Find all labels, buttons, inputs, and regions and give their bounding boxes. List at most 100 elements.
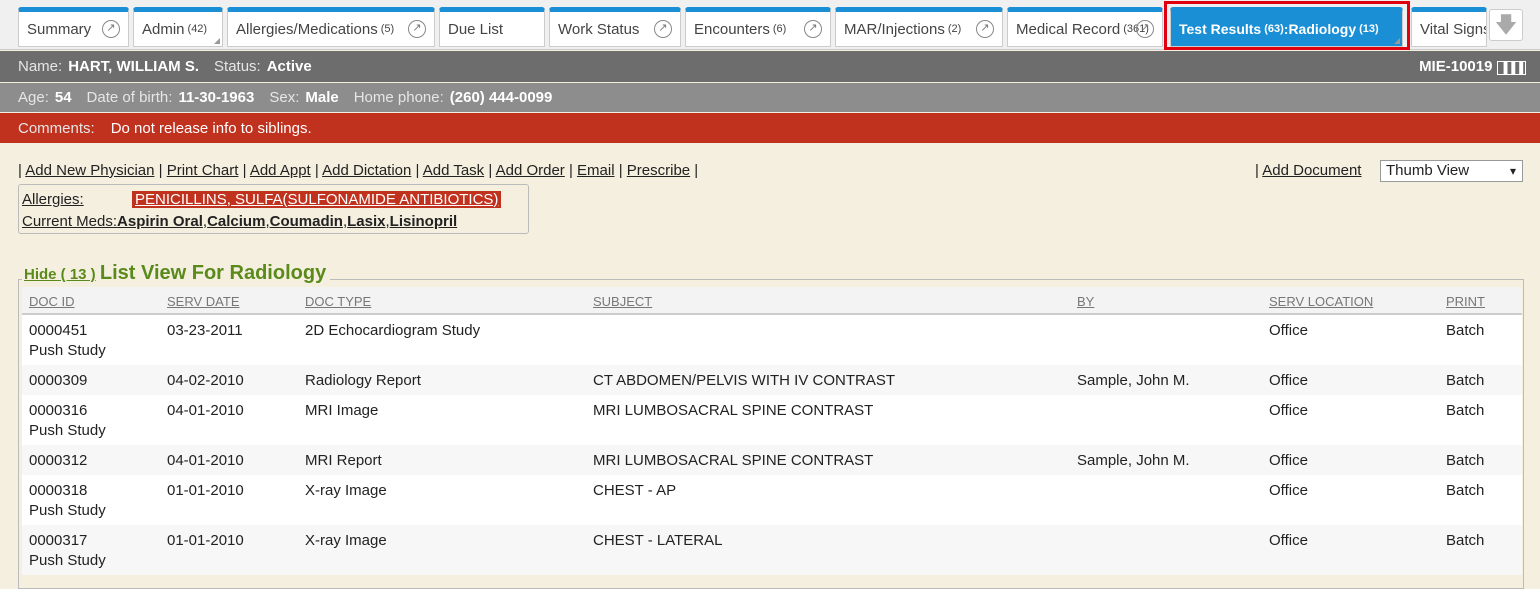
action-link[interactable]: Prescribe	[626, 162, 691, 179]
open-icon: ↗	[804, 20, 822, 38]
tab[interactable]: Due List	[439, 7, 545, 47]
cell-note: Push Study	[29, 422, 106, 439]
cell-note: Push Study	[29, 552, 106, 569]
allergies-value[interactable]: PENICILLINS, SULFA(SULFONAMIDE ANTIBIOTI…	[132, 190, 502, 208]
value: 54	[54, 89, 72, 106]
column-header[interactable]: SERV LOCATION	[1269, 294, 1374, 309]
table-row[interactable]: 0000309 04-02-2010 Radiology Report CT ABDO…	[22, 365, 1522, 395]
med-link[interactable]: Coumadin	[269, 212, 343, 230]
open-icon: ↗	[102, 20, 120, 38]
cell: 04-01-2010	[167, 452, 244, 469]
tab[interactable]: Work Status ↗	[549, 7, 681, 47]
table-row[interactable]: 0000318 01-01-2010 X-ray Image CHEST - AP Of…	[22, 475, 1522, 525]
action-link[interactable]: Add Appt	[249, 162, 311, 179]
tab[interactable]: Allergies/Medications (5) ↗	[227, 7, 435, 47]
cell: MRI Image	[305, 402, 379, 419]
column-header[interactable]: SUBJECT	[593, 294, 653, 309]
open-icon: ↗	[976, 20, 994, 38]
label: Sex:	[269, 89, 300, 106]
tab-label: MAR/Injections	[844, 20, 945, 38]
tab[interactable]: Vital Signs	[1411, 7, 1487, 47]
column-header[interactable]: DOC TYPE	[305, 294, 372, 309]
tab-label: Vital Signs	[1420, 20, 1487, 38]
tab-label: Due List	[448, 20, 504, 38]
cell: Sample, John M.	[1077, 452, 1190, 469]
label: Comments:	[18, 119, 95, 137]
tab[interactable]: Admin (42)	[133, 7, 223, 47]
action-link[interactable]: Add New Physician	[25, 162, 155, 179]
table-row[interactable]: 0000451 03-23-2011 2D Echocardiogram Study…	[22, 315, 1522, 365]
column-header[interactable]: SERV DATE	[167, 294, 240, 309]
action-link[interactable]: Add Dictation	[322, 162, 412, 179]
tab-count: (6)	[772, 23, 787, 35]
med-link[interactable]: Lisinopril	[389, 212, 458, 230]
cell: Office	[1269, 322, 1308, 339]
tab[interactable]: Summary ↗	[18, 7, 129, 47]
allergies-label[interactable]: Allergies:	[22, 190, 84, 208]
cell: CHEST - LATERAL	[593, 532, 723, 549]
cell: Batch	[1446, 482, 1485, 499]
cell: X-ray Image	[305, 482, 387, 499]
allergy-row: Allergies: PENICILLINS, SULFA(SULFONAMIDE…	[22, 188, 525, 210]
tab-count: (5)	[380, 23, 395, 35]
tab-sub-count: (13)	[1359, 23, 1379, 35]
chart-icon[interactable]: ▐▐▐	[1496, 61, 1526, 75]
cell-note: Push Study	[29, 342, 106, 359]
tab[interactable]: Medical Record (361) ↗	[1007, 7, 1163, 47]
column-header[interactable]: PRINT	[1446, 294, 1485, 309]
cell: Office	[1269, 532, 1308, 549]
column-header[interactable]: DOC ID	[29, 294, 75, 309]
scroll-down-button[interactable]: 🡇	[1489, 9, 1523, 41]
action-links: | Add New Physician | Print Chart | Add …	[18, 162, 699, 179]
cell: 01-01-2010	[167, 482, 244, 499]
document-links: | Add Document	[1255, 162, 1362, 179]
cell: CHEST - AP	[593, 482, 677, 499]
action-link[interactable]: Print Chart	[166, 162, 239, 179]
cell: Batch	[1446, 452, 1485, 469]
tab-label: Test Results	[1179, 21, 1262, 37]
med-link[interactable]: Aspirin Oral	[117, 212, 203, 230]
cell: X-ray Image	[305, 532, 387, 549]
tab-count: (63)	[1264, 23, 1284, 35]
label: Name:	[18, 58, 63, 75]
hide-link[interactable]: Hide ( 13 )	[24, 266, 96, 283]
table-row[interactable]: 0000317 01-01-2010 X-ray Image CHEST - LATE…	[22, 525, 1522, 575]
table-row[interactable]: 0000312 04-01-2010 MRI Report MRI LUMBOSACR…	[22, 445, 1522, 475]
action-link[interactable]: Email	[577, 162, 615, 179]
action-link[interactable]: Add Task	[422, 162, 485, 179]
tab[interactable]: MAR/Injections (2) ↗	[835, 7, 1003, 47]
open-icon: ↗	[1136, 20, 1154, 38]
comments-bar: Comments: Do not release info to siblings…	[0, 113, 1540, 143]
tab-label: Encounters	[694, 20, 770, 38]
tab-label: Work Status	[558, 20, 640, 38]
cell-note: Push Study	[29, 502, 106, 519]
cell: Sample, John M.	[1077, 372, 1190, 389]
column-header[interactable]: BY	[1077, 294, 1095, 309]
label: Status:	[214, 58, 261, 75]
cell: Radiology Report	[305, 372, 421, 389]
patient-id-text: MIE-10019	[1419, 58, 1493, 75]
cell: Office	[1269, 372, 1308, 389]
tab[interactable]: Encounters (6) ↗	[685, 7, 831, 47]
section-title: List View For Radiology	[99, 262, 327, 284]
add-document-link[interactable]: Add Document	[1262, 162, 1362, 179]
cell: 04-02-2010	[167, 372, 244, 389]
table-row[interactable]: 0000316 04-01-2010 MRI Image MRI LUMBOSACRA…	[22, 395, 1522, 445]
tab[interactable]: Test Results (63):Radiology (13)	[1170, 7, 1403, 47]
action-link[interactable]: Add Order	[495, 162, 565, 179]
med-link[interactable]: Calcium	[207, 212, 266, 230]
view-select[interactable]: Thumb View	[1380, 160, 1523, 182]
value: Male	[305, 89, 339, 106]
meds-label[interactable]: Current Meds:	[22, 212, 118, 230]
cell: 0000312	[29, 452, 88, 469]
resize-corner	[1394, 38, 1400, 44]
comments: Do not release info to siblings.	[110, 119, 312, 137]
med-link[interactable]: Lasix	[347, 212, 386, 230]
cell: 03-23-2011	[167, 322, 243, 339]
patient-id: MIE-10019 ▐▐▐	[1419, 58, 1526, 75]
allergy-box: Allergies: PENICILLINS, SULFA(SULFONAMIDE…	[18, 184, 529, 234]
active-tab-highlight	[1164, 1, 1410, 50]
cell: 0000451	[29, 322, 88, 339]
section-legend: Hide ( 13 ) List View For Radiology	[22, 262, 331, 285]
tab-label: Allergies/Medications	[236, 20, 378, 38]
